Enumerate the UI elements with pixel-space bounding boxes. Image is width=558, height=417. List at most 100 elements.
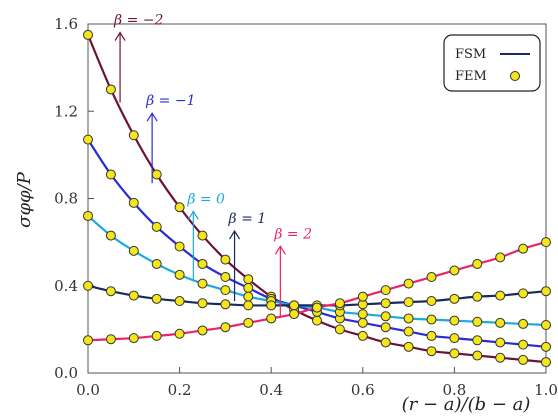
fem-point xyxy=(426,330,437,341)
fem-point xyxy=(541,341,551,352)
fem-point xyxy=(128,290,139,301)
fem-point xyxy=(541,357,551,368)
annotation-arrowhead xyxy=(146,112,158,122)
fem-point xyxy=(403,326,414,337)
series-4 xyxy=(83,237,551,346)
fem-point xyxy=(426,314,437,325)
fem-point xyxy=(243,274,254,285)
y-tick-label: 0.4 xyxy=(54,277,78,295)
annotation-arrowhead xyxy=(187,210,199,220)
x-tick-label: 0.8 xyxy=(442,381,466,399)
annotation-2: β = 0 xyxy=(186,191,225,282)
fem-point xyxy=(220,272,231,283)
legend-label-fem: FEM xyxy=(455,69,487,84)
fem-point xyxy=(495,290,506,301)
fem-point xyxy=(472,350,483,361)
fem-point xyxy=(151,258,162,269)
fem-point xyxy=(243,282,254,293)
legend-marker-fem xyxy=(510,71,520,81)
fem-point xyxy=(403,278,414,289)
fem-point xyxy=(426,272,437,283)
fem-point xyxy=(151,293,162,304)
fem-point xyxy=(174,269,185,280)
fem-point xyxy=(289,309,300,320)
fem-point xyxy=(105,230,116,241)
fem-point xyxy=(472,291,483,302)
annotation-1: β = −1 xyxy=(145,93,195,184)
fem-point xyxy=(197,258,208,269)
annotation-arrowhead xyxy=(229,229,241,240)
annotation-3: β = 1 xyxy=(228,211,266,302)
fem-point xyxy=(403,341,414,352)
fem-point xyxy=(357,291,368,302)
y-axis-label: σφφ/P xyxy=(14,171,35,228)
fem-point xyxy=(243,291,254,302)
fem-point xyxy=(312,302,322,313)
fem-point xyxy=(83,210,93,221)
fem-point xyxy=(518,339,529,350)
annotation-label: β = 2 xyxy=(273,226,312,242)
x-tick-label: 1.0 xyxy=(534,381,558,399)
fem-point xyxy=(334,298,345,309)
fem-point xyxy=(495,337,506,348)
x-tick-label: 0.4 xyxy=(259,381,283,399)
fem-point xyxy=(449,315,460,326)
fem-point xyxy=(128,333,139,344)
x-tick-label: 0.6 xyxy=(351,381,375,399)
fem-point xyxy=(541,286,551,297)
annotation-arrowhead xyxy=(114,31,126,41)
y-tick-label: 0.0 xyxy=(54,364,78,382)
legend-label-fsm: FSM xyxy=(455,47,486,62)
fem-point xyxy=(197,298,208,309)
fem-point xyxy=(105,286,116,297)
annotation-label: β = −2 xyxy=(113,13,163,29)
y-tick-label: 1.6 xyxy=(54,15,78,33)
fem-point xyxy=(243,300,254,311)
fem-point xyxy=(472,258,483,269)
fem-point xyxy=(495,352,506,363)
series-layer xyxy=(83,29,551,368)
fem-point xyxy=(495,317,506,328)
fem-point xyxy=(518,243,529,254)
fem-point xyxy=(518,318,529,329)
fem-point xyxy=(174,328,185,339)
fem-point xyxy=(312,315,322,326)
fem-point xyxy=(243,317,254,328)
fem-point xyxy=(449,293,460,304)
fem-point xyxy=(541,237,551,248)
fem-point xyxy=(105,334,116,345)
fem-point xyxy=(495,252,506,263)
fem-point xyxy=(83,335,93,346)
fem-point xyxy=(83,29,93,40)
fem-point xyxy=(174,241,185,252)
annotation-arrowhead xyxy=(274,245,286,255)
fem-point xyxy=(83,280,93,291)
x-tick-label: 0.0 xyxy=(76,381,100,399)
fem-point xyxy=(380,337,391,348)
fem-point xyxy=(357,309,368,320)
fem-point xyxy=(220,285,231,296)
fem-point xyxy=(334,324,345,335)
fem-point xyxy=(380,285,391,296)
annotation-label: β = −1 xyxy=(145,93,195,109)
fem-point xyxy=(426,296,437,307)
fem-point xyxy=(128,245,139,256)
fem-point xyxy=(449,333,460,344)
annotation-0: β = −2 xyxy=(113,13,164,103)
fem-point xyxy=(472,316,483,327)
fem-point xyxy=(518,354,529,365)
fem-point xyxy=(403,297,414,308)
fem-point xyxy=(151,221,162,232)
fem-point xyxy=(220,254,231,265)
fem-point xyxy=(266,300,277,311)
fem-point xyxy=(128,197,139,208)
y-tick-label: 1.2 xyxy=(54,102,78,120)
fem-point xyxy=(289,300,300,311)
x-tick-label: 0.2 xyxy=(168,381,192,399)
fem-point xyxy=(128,130,139,141)
y-tick-label: 0.8 xyxy=(54,190,78,208)
x-axis-label: (r − a)/(b − a) xyxy=(402,394,531,415)
fem-point xyxy=(197,325,208,336)
fem-point xyxy=(266,313,277,324)
